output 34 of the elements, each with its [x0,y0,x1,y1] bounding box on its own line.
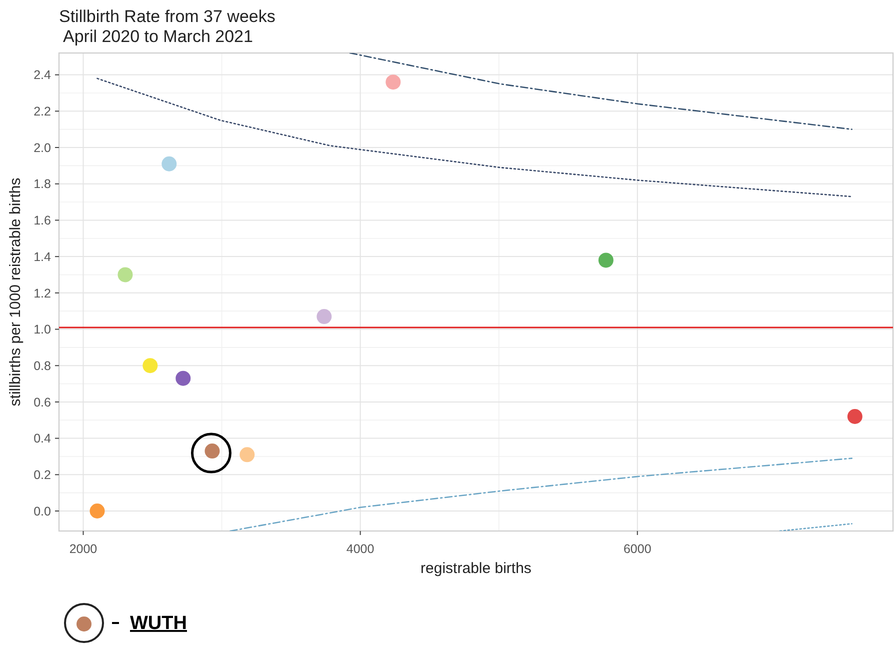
x-tick-label: 2000 [69,542,98,556]
chart-title: Stillbirth Rate from 37 weeks [59,7,276,26]
y-tick-label: 1.2 [34,286,52,300]
line-series [96,78,853,198]
point [598,252,614,268]
y-tick-label: 0.0 [34,504,52,518]
y-tick-label: 2.2 [34,104,52,119]
y-tick-label: 1.8 [34,177,52,192]
y-tick-label: 1.0 [34,322,52,337]
chart-subtitle: April 2020 to March 2021 [63,27,253,46]
point [316,309,332,324]
point [176,370,191,386]
x-axis-title: registrable births [420,560,532,577]
line-series [349,53,853,130]
point [118,267,133,282]
line-series [230,458,853,531]
y-tick-label: 0.8 [34,358,52,373]
point [847,409,862,424]
point [386,74,401,90]
y-tick-label: 1.4 [34,250,52,264]
y-axis-title: stillbirths per 1000 reistrable births [7,178,24,406]
y-tick-label: 0.4 [34,432,52,446]
y-tick-label: 1.6 [34,214,52,228]
point [240,447,255,462]
y-tick-label: 2.0 [34,140,52,155]
x-tick-label: 6000 [623,542,652,556]
x-tick-label: 4000 [346,542,374,556]
y-tick-label: 0.2 [34,468,52,482]
point [162,156,177,172]
point [142,358,158,374]
y-tick-label: 0.6 [34,395,52,410]
point [90,504,105,519]
y-tick-label: 2.4 [34,68,52,82]
text: WUTH [130,613,187,634]
